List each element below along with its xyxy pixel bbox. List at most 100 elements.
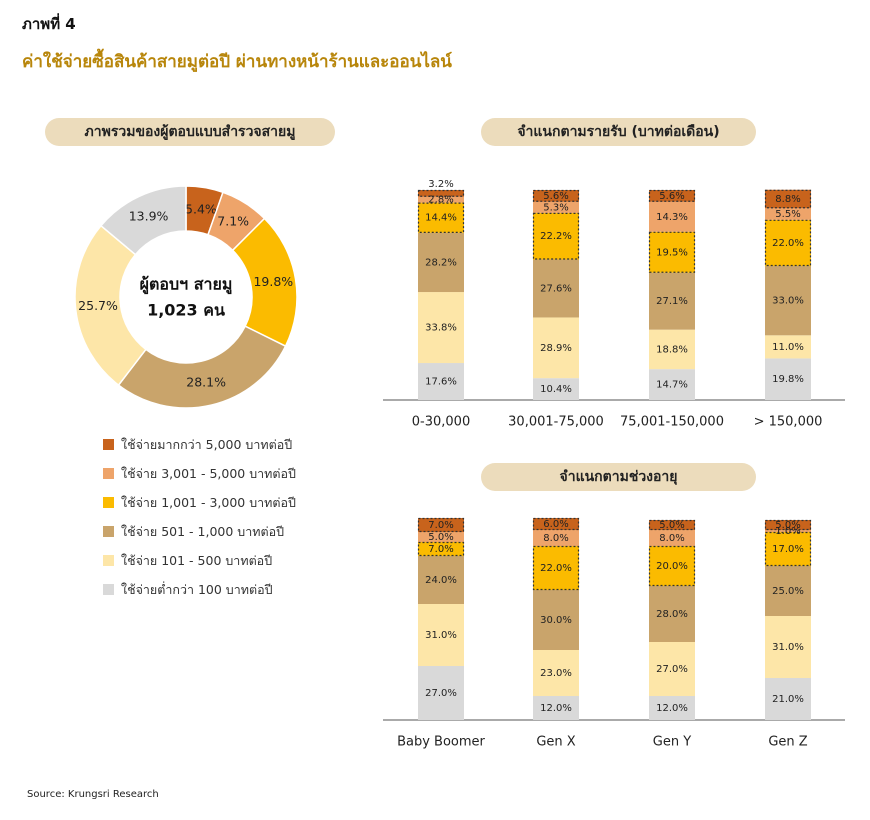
- bar-segment: [418, 518, 464, 532]
- bar-segment: [418, 604, 464, 666]
- legend-swatch: [103, 497, 114, 508]
- bar-segment: [533, 259, 579, 318]
- bar-data-label: 28.2%: [425, 257, 457, 268]
- bar-segment: [418, 292, 464, 364]
- bar-data-label: 27.0%: [656, 664, 688, 675]
- bar-segment: [765, 219, 811, 267]
- bar-data-label: 5.0%: [775, 520, 800, 531]
- bar-segment: [533, 201, 579, 213]
- bar-data-label: 7.0%: [428, 544, 453, 555]
- bar-data-label: 19.5%: [656, 247, 688, 258]
- bar-data-label: 14.3%: [656, 212, 688, 223]
- bar-data-label: 5.6%: [543, 191, 568, 202]
- legend-label: ใช้จ่ายต่ำกว่า 100 บาทต่อปี: [121, 581, 273, 597]
- bar-data-label: 6.0%: [543, 519, 568, 530]
- bar-segment: [765, 532, 811, 566]
- bar-segment: [649, 272, 695, 330]
- bar-data-label: 20.0%: [656, 561, 688, 572]
- bar-data-label: 27.6%: [540, 283, 572, 294]
- bar-segment: [765, 530, 811, 532]
- pie-center-label: ผู้ตอบฯ สายมู: [140, 275, 233, 296]
- bar-segment: [533, 590, 579, 650]
- legend-item: ใช้จ่าย 101 - 500 บาทต่อปี: [103, 546, 296, 575]
- bar-data-label: 5.6%: [659, 191, 684, 202]
- highlight-outline: [417, 202, 465, 233]
- bar-data-label: 5.3%: [543, 202, 568, 213]
- legend-item: ใช้จ่าย 1,001 - 3,000 บาทต่อปี: [103, 488, 296, 517]
- x-tick-label: Gen Z: [768, 735, 807, 750]
- highlight-outline: [417, 189, 465, 197]
- pie-slice-label: 13.9%: [129, 208, 169, 223]
- highlight-outline: [532, 212, 580, 260]
- legend-item: ใช้จ่ายต่ำกว่า 100 บาทต่อปี: [103, 575, 296, 604]
- bar-data-label: 22.0%: [540, 563, 572, 574]
- bar-segment: [765, 616, 811, 678]
- bar-data-label: 25.0%: [772, 586, 804, 597]
- bar-segment: [533, 212, 579, 260]
- bar-data-label: 10.4%: [540, 384, 572, 395]
- bar-data-label: 17.6%: [425, 377, 457, 388]
- bar-segment: [649, 586, 695, 642]
- bar-segment: [418, 532, 464, 542]
- source-note: Source: Krungsri Research: [27, 789, 159, 800]
- bar-segment: [649, 530, 695, 546]
- bar-data-label: 11.0%: [772, 342, 804, 353]
- x-tick-label: Baby Boomer: [397, 735, 485, 750]
- bar-segment: [533, 696, 579, 720]
- bar-segment: [533, 530, 579, 546]
- bar-segment: [649, 201, 695, 232]
- pie-slice: [99, 185, 187, 256]
- bar-segment: [765, 335, 811, 359]
- bar-segment: [418, 202, 464, 233]
- pie-slice-label: 7.1%: [217, 214, 249, 229]
- bar-segment: [649, 546, 695, 586]
- bar-segment: [418, 542, 464, 556]
- bar-segment: [533, 650, 579, 696]
- bar-data-label: 22.0%: [772, 238, 804, 249]
- pie-center-label: 1,023 คน: [147, 301, 225, 320]
- bar-segment: [765, 189, 811, 209]
- legend-item: ใช้จ่าย 501 - 1,000 บาทต่อปี: [103, 517, 296, 546]
- bar-segment: [533, 378, 579, 400]
- legend-label: ใช้จ่ายมากกว่า 5,000 บาทต่อปี: [121, 436, 293, 452]
- bar-data-label: 14.4%: [425, 213, 457, 224]
- legend-swatch: [103, 439, 114, 450]
- bar-data-label: 27.0%: [425, 688, 457, 699]
- bar-segment: [649, 696, 695, 720]
- bar-data-label: 30.0%: [540, 615, 572, 626]
- x-tick-label: > 150,000: [754, 415, 823, 430]
- x-tick-label: 75,001-150,000: [620, 415, 724, 430]
- legend-item: ใช้จ่ายมากกว่า 5,000 บาทต่อปี: [103, 430, 296, 459]
- highlight-outline: [648, 519, 696, 531]
- pie-slice-label: 25.7%: [78, 298, 118, 313]
- highlight-outline: [417, 517, 465, 533]
- pie-slice-label: 28.1%: [186, 375, 226, 390]
- legend-label: ใช้จ่าย 101 - 500 บาทต่อปี: [121, 552, 273, 568]
- bar-segment: [765, 566, 811, 616]
- age-chart-title: จำแนกตามช่วงอายุ: [481, 463, 756, 491]
- bar-segment: [649, 642, 695, 696]
- bar-segment: [418, 556, 464, 604]
- bar-data-label: 33.0%: [772, 296, 804, 307]
- bar-segment: [765, 208, 811, 220]
- bar-data-label: 31.0%: [425, 630, 457, 641]
- bar-data-label: 14.7%: [656, 380, 688, 391]
- bar-data-label: 3.2%: [428, 179, 453, 190]
- highlight-outline: [648, 231, 696, 273]
- highlight-outline: [417, 541, 465, 557]
- pie-slice: [74, 224, 147, 387]
- bar-data-label: 2.8%: [428, 195, 453, 206]
- bar-segment: [533, 190, 579, 202]
- bar-segment: [418, 666, 464, 720]
- bar-data-label: 8.0%: [543, 533, 568, 544]
- legend-swatch: [103, 526, 114, 537]
- bar-data-label: 7.0%: [428, 520, 453, 531]
- bar-data-label: 1.0%: [775, 526, 800, 537]
- bar-data-label: 22.2%: [540, 231, 572, 242]
- bar-data-label: 23.0%: [540, 668, 572, 679]
- pie-slice-label: 19.8%: [253, 274, 293, 289]
- highlight-outline: [764, 531, 812, 567]
- legend-item: ใช้จ่าย 3,001 - 5,000 บาทต่อปี: [103, 459, 296, 488]
- page-title: ค่าใช้จ่ายซื้อสินค้าสายมูต่อปี ผ่านทางหน…: [22, 52, 452, 72]
- bar-segment: [649, 231, 695, 273]
